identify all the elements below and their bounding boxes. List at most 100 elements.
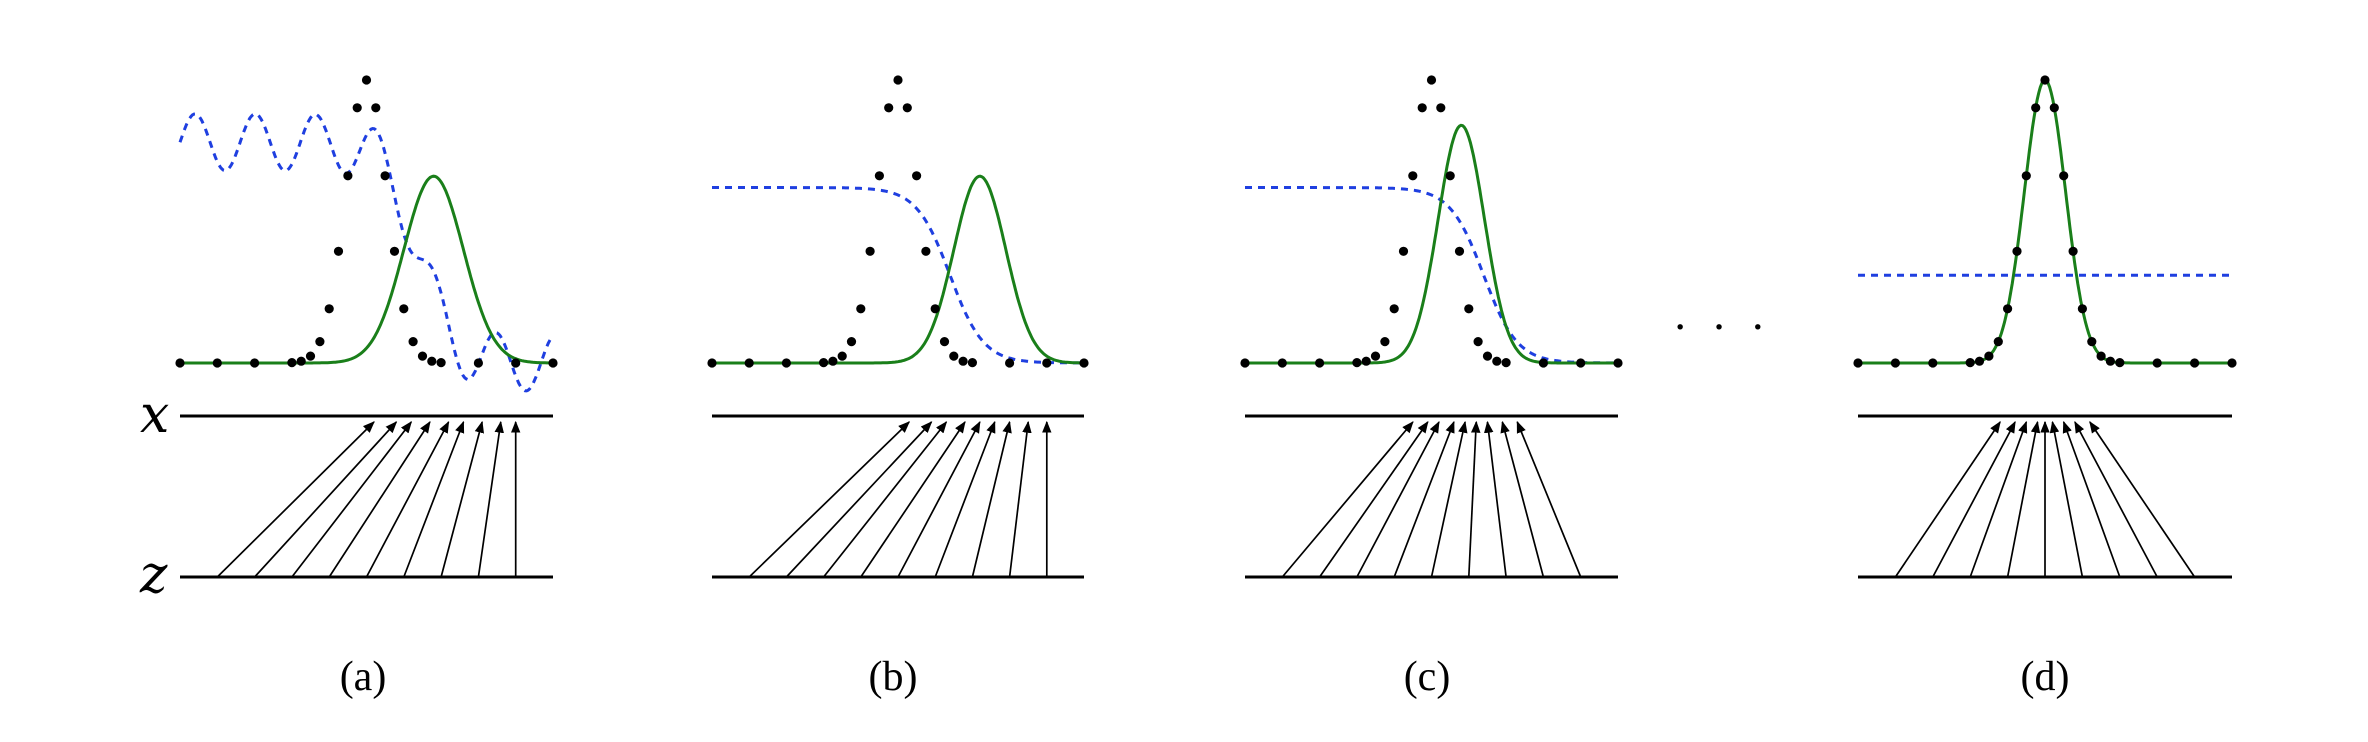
data-distribution-dot xyxy=(1538,358,1548,368)
data-distribution-dot xyxy=(361,75,372,85)
data-distribution-dot xyxy=(1398,246,1409,256)
mapping-arrow xyxy=(860,421,966,578)
mapping-arrow xyxy=(1500,420,1545,578)
mapping-arrow xyxy=(897,420,981,578)
data-distribution-dot xyxy=(417,351,428,361)
data-distribution-dot xyxy=(2190,358,2200,368)
mapping-arrow xyxy=(1894,421,2001,578)
panel-label-c: (c) xyxy=(1404,654,1451,700)
data-distribution-dot xyxy=(893,75,903,85)
data-distribution-dot xyxy=(1890,358,1900,368)
discriminator-curve xyxy=(712,186,1084,365)
data-distribution-dot xyxy=(819,358,829,368)
data-distribution-dot xyxy=(175,358,185,368)
mapping-arrow xyxy=(2049,420,2084,578)
data-distribution-dot xyxy=(343,171,353,181)
data-distribution-dot xyxy=(781,358,792,368)
data-distribution-dot xyxy=(399,304,409,314)
data-distribution-dot xyxy=(2003,304,2013,314)
panel-label-a: (a) xyxy=(340,654,387,700)
data-distribution-dot xyxy=(2227,358,2237,368)
data-distribution-dot xyxy=(1473,337,1483,347)
panel-label-d: (d) xyxy=(2021,654,2070,700)
data-distribution-dot xyxy=(1984,351,1994,361)
mapping-arrow xyxy=(1969,420,2028,578)
data-distribution-dot xyxy=(324,304,334,314)
data-distribution-dot xyxy=(2049,103,2059,113)
data-distribution-dot xyxy=(436,358,446,368)
discriminator-curve xyxy=(1245,186,1618,365)
data-distribution-dot xyxy=(912,171,922,181)
data-distribution-dot xyxy=(1501,358,1511,368)
mapping-arrow xyxy=(1008,420,1032,578)
data-distribution-dot xyxy=(473,358,483,368)
data-distribution-dot xyxy=(949,351,959,361)
mapping-arrow xyxy=(785,421,933,578)
data-distribution-dot xyxy=(930,304,940,314)
data-distribution-dot xyxy=(1464,304,1474,314)
data-distribution-dot xyxy=(1315,358,1325,368)
mapping-arrow xyxy=(216,421,375,578)
data-distribution-dot xyxy=(2096,351,2106,361)
data-distribution-dot xyxy=(1492,356,1502,366)
panel-c xyxy=(1240,75,1623,579)
data-distribution-dot xyxy=(1482,351,1493,361)
data-distribution-dot xyxy=(2105,356,2115,366)
data-distribution-dot xyxy=(707,358,717,368)
data-distribution-dot xyxy=(1417,103,1427,113)
mapping-arrow xyxy=(365,420,450,578)
data-distribution-dot xyxy=(1240,358,1250,368)
generator-distribution-curve xyxy=(180,174,553,365)
data-distribution-dot xyxy=(352,103,362,113)
panel-b xyxy=(707,75,1089,579)
mapping-arrow xyxy=(440,420,484,578)
data-distribution-dot xyxy=(958,356,968,366)
data-distribution-dot xyxy=(967,358,978,368)
data-distribution-dot xyxy=(837,351,847,361)
data-distribution-dot xyxy=(865,246,875,256)
data-distribution-dot xyxy=(856,304,866,314)
data-distribution-dot xyxy=(846,337,857,347)
mapping-arrow xyxy=(934,420,996,578)
data-distribution-dot xyxy=(1277,358,1287,368)
data-distribution-dot xyxy=(2068,246,2078,256)
data-distribution-dot xyxy=(2040,75,2050,85)
mapping-arrow xyxy=(971,420,1012,578)
data-distribution-dot xyxy=(427,356,437,366)
data-distribution-dot xyxy=(1928,358,1938,368)
data-distribution-dot xyxy=(744,358,754,368)
panel-a xyxy=(175,75,558,579)
panels xyxy=(175,75,2237,579)
data-distribution-dot xyxy=(1613,358,1623,368)
data-distribution-dot xyxy=(1361,356,1371,366)
generator-distribution-curve xyxy=(1245,123,1618,365)
data-distribution-dot xyxy=(2152,358,2162,368)
data-distribution-dot xyxy=(305,351,316,361)
x-variable-label: x xyxy=(140,385,169,445)
mapping-arrow xyxy=(2074,420,2158,578)
mapping-arrow xyxy=(1393,420,1455,578)
data-distribution-dot xyxy=(1426,75,1437,85)
data-distribution-dot xyxy=(902,103,912,113)
data-distribution-dot xyxy=(371,103,381,113)
data-distribution-dot xyxy=(828,356,838,366)
data-distribution-dot xyxy=(296,356,306,366)
data-distribution-dot xyxy=(1965,358,1975,368)
data-distribution-dot xyxy=(1853,358,1863,368)
data-distribution-dot xyxy=(2031,103,2041,113)
mapping-arrow xyxy=(1430,420,1468,578)
panel-label-b: (b) xyxy=(869,654,918,700)
data-distribution-dot xyxy=(287,358,297,368)
data-distribution-dot xyxy=(1079,358,1089,368)
data-distribution-dot xyxy=(1445,171,1455,181)
data-distribution-dot xyxy=(380,171,390,181)
mapping-arrow xyxy=(477,420,504,578)
data-distribution-dot xyxy=(548,358,558,368)
mapping-arrow xyxy=(748,421,911,578)
data-distribution-dot xyxy=(212,358,222,368)
data-distribution-dot xyxy=(874,171,885,181)
data-distribution-dot xyxy=(2021,171,2031,181)
data-distribution-dot xyxy=(1389,304,1399,314)
data-distribution-dot xyxy=(333,246,344,256)
panel-d xyxy=(1853,75,2237,579)
